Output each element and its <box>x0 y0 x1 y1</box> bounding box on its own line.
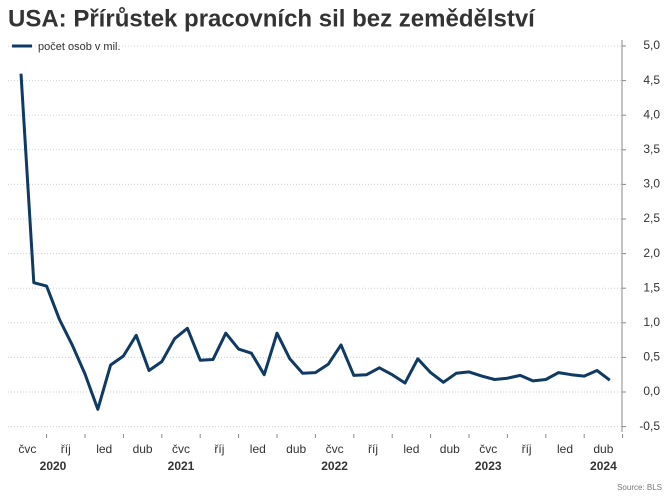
y-tick-label: 1,5 <box>643 280 660 294</box>
x-tick-label: říj <box>214 442 224 456</box>
x-year-label: 2021 <box>168 459 195 473</box>
y-tick-label: 1,0 <box>643 315 660 329</box>
x-tick-label: led <box>557 442 573 456</box>
x-tick-label: led <box>403 442 419 456</box>
x-tick-label: led <box>250 442 266 456</box>
source: Source: BLS <box>617 483 662 492</box>
y-tick-label: 2,5 <box>643 211 660 225</box>
y-tick-label: 4,5 <box>643 73 660 87</box>
y-tick-label: 3,5 <box>643 142 660 156</box>
y-tick-label: 3,0 <box>643 177 660 191</box>
y-tick-label: -0,5 <box>639 419 660 433</box>
legend-label: počet osob v mil. <box>38 41 121 53</box>
x-tick-label: dub <box>440 442 460 456</box>
x-tick-label: říj <box>61 442 71 456</box>
x-tick-label: říj <box>522 442 532 456</box>
x-tick-label: čvc <box>18 442 36 456</box>
data-line <box>19 73 611 411</box>
x-tick-label: čvc <box>172 442 190 456</box>
y-tick-label: 0,5 <box>643 350 660 364</box>
chart-title: USA: Přírůstek pracovních sil bez zemědě… <box>8 5 536 32</box>
x-tick-label: led <box>96 442 112 456</box>
y-tick-label: 2,0 <box>643 246 660 260</box>
y-tick-label: 5,0 <box>643 38 660 52</box>
x-tick-label: dub <box>593 442 613 456</box>
x-year-label: 2023 <box>475 459 502 473</box>
x-tick-label: čvc <box>479 442 497 456</box>
x-year-label: 2020 <box>40 459 67 473</box>
y-tick-label: 0,0 <box>643 384 660 398</box>
x-year-label: 2024 <box>590 459 617 473</box>
x-tick-label: dub <box>133 442 153 456</box>
x-tick-label: dub <box>286 442 306 456</box>
x-year-label: 2022 <box>321 459 348 473</box>
y-tick-label: 4,0 <box>643 107 660 121</box>
x-tick-label: říj <box>368 442 378 456</box>
x-tick-label: čvc <box>326 442 344 456</box>
